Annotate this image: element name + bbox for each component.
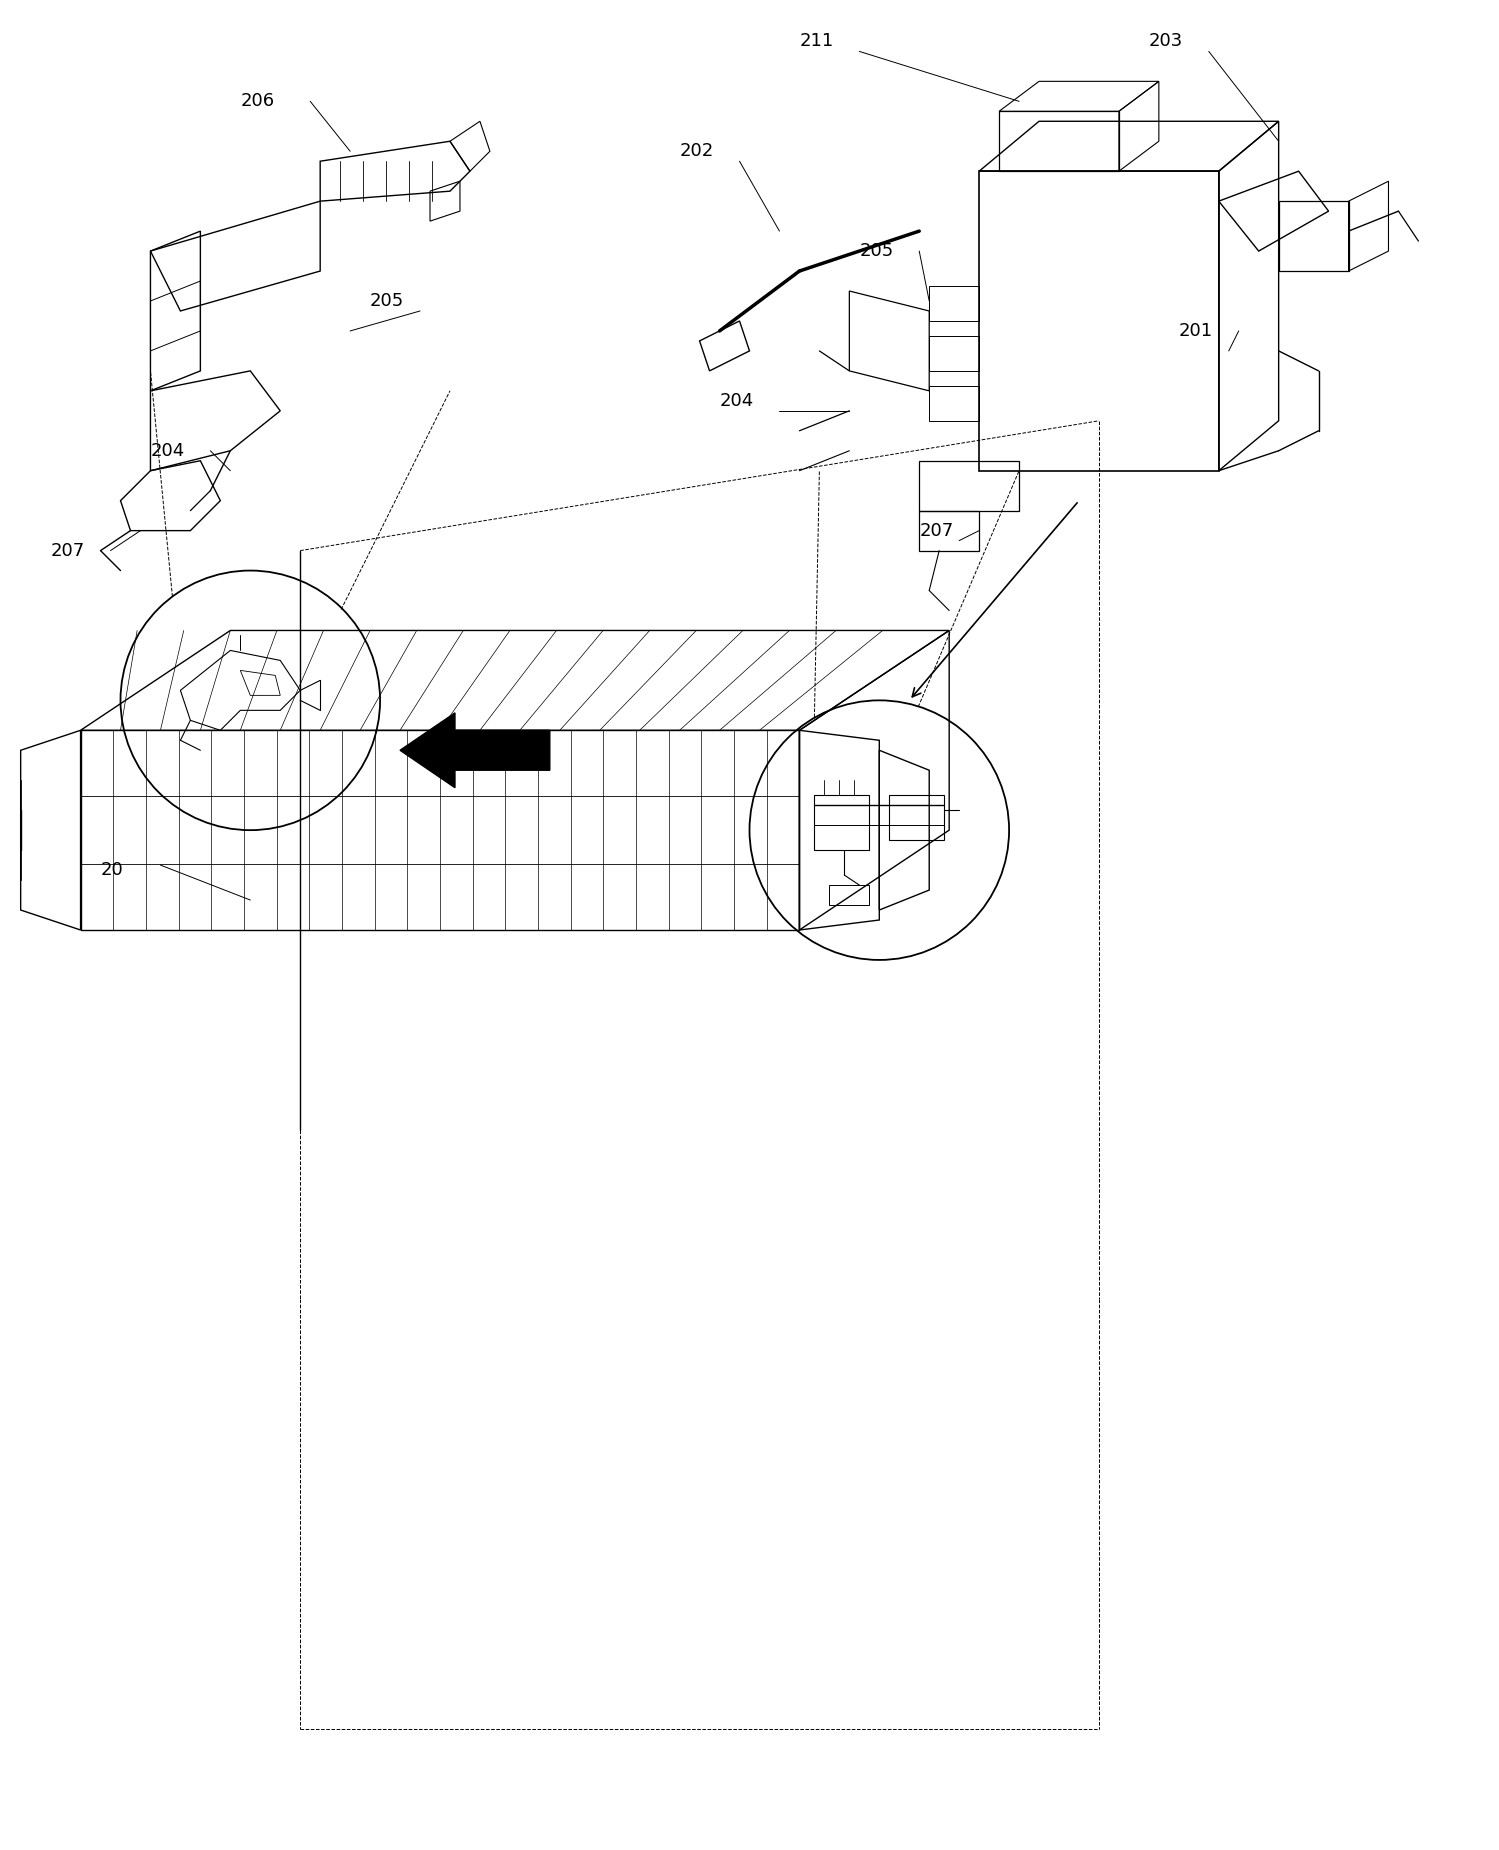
FancyArrow shape <box>400 712 550 788</box>
Text: 20: 20 <box>100 860 123 879</box>
Text: 202: 202 <box>679 142 714 161</box>
Text: 205: 205 <box>859 242 893 261</box>
Text: 204: 204 <box>150 442 184 461</box>
Text: 203: 203 <box>1148 33 1183 50</box>
Text: 205: 205 <box>370 292 405 311</box>
Text: 207: 207 <box>919 522 953 540</box>
Text: 206: 206 <box>240 92 274 111</box>
Text: 204: 204 <box>720 392 754 411</box>
Text: 201: 201 <box>1178 322 1213 340</box>
Text: 207: 207 <box>51 542 85 559</box>
Text: 211: 211 <box>799 33 833 50</box>
